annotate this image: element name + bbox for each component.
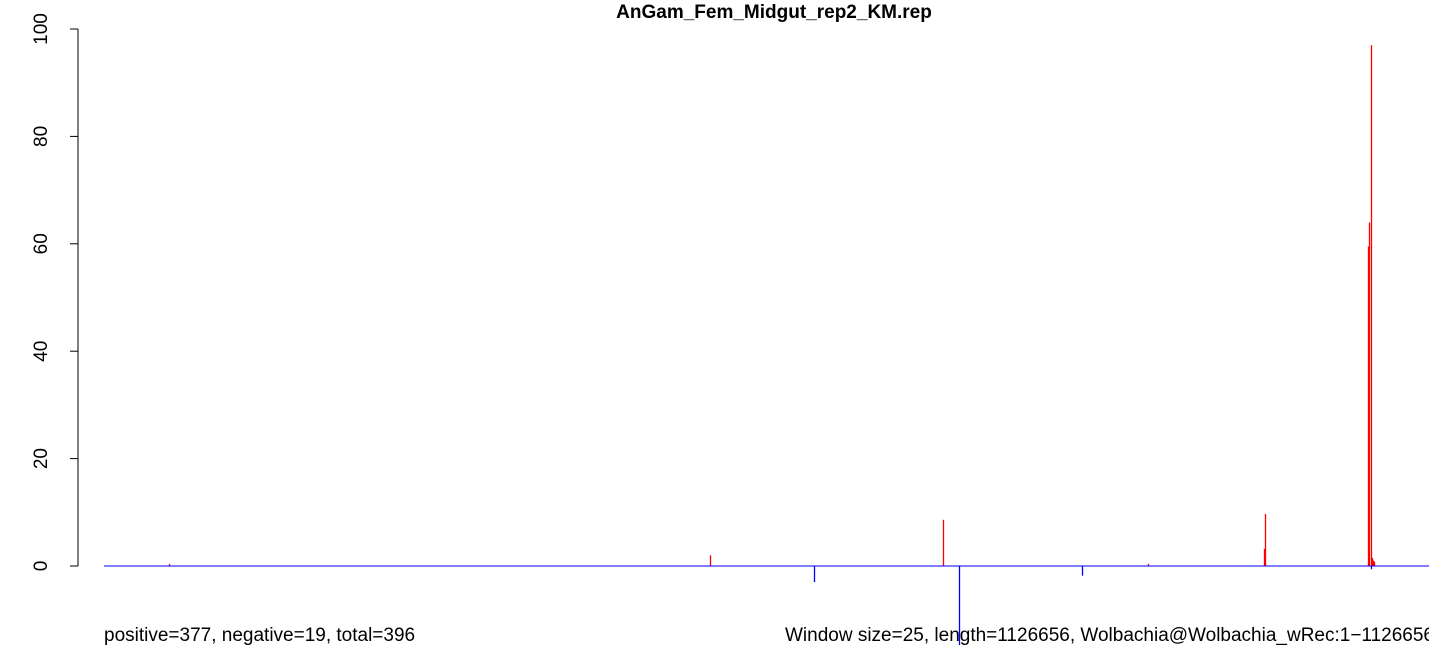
y-tick-label: 60 <box>31 233 52 254</box>
y-tick-label: 20 <box>31 448 52 469</box>
y-tick-label: 100 <box>31 13 52 45</box>
counts-annotation: positive=377, negative=19, total=396 <box>104 625 415 645</box>
y-tick-label: 40 <box>31 341 52 362</box>
window-annotation: Window size=25, length=1126656, Wolbachi… <box>785 625 1429 645</box>
chart-title: AnGam_Fem_Midgut_rep2_KM.rep <box>616 2 932 23</box>
bars <box>168 45 1376 645</box>
y-axis: 0 20 40 60 80 100 <box>31 13 79 572</box>
y-tick-label: 0 <box>31 561 52 572</box>
y-tick-label: 80 <box>31 126 52 147</box>
